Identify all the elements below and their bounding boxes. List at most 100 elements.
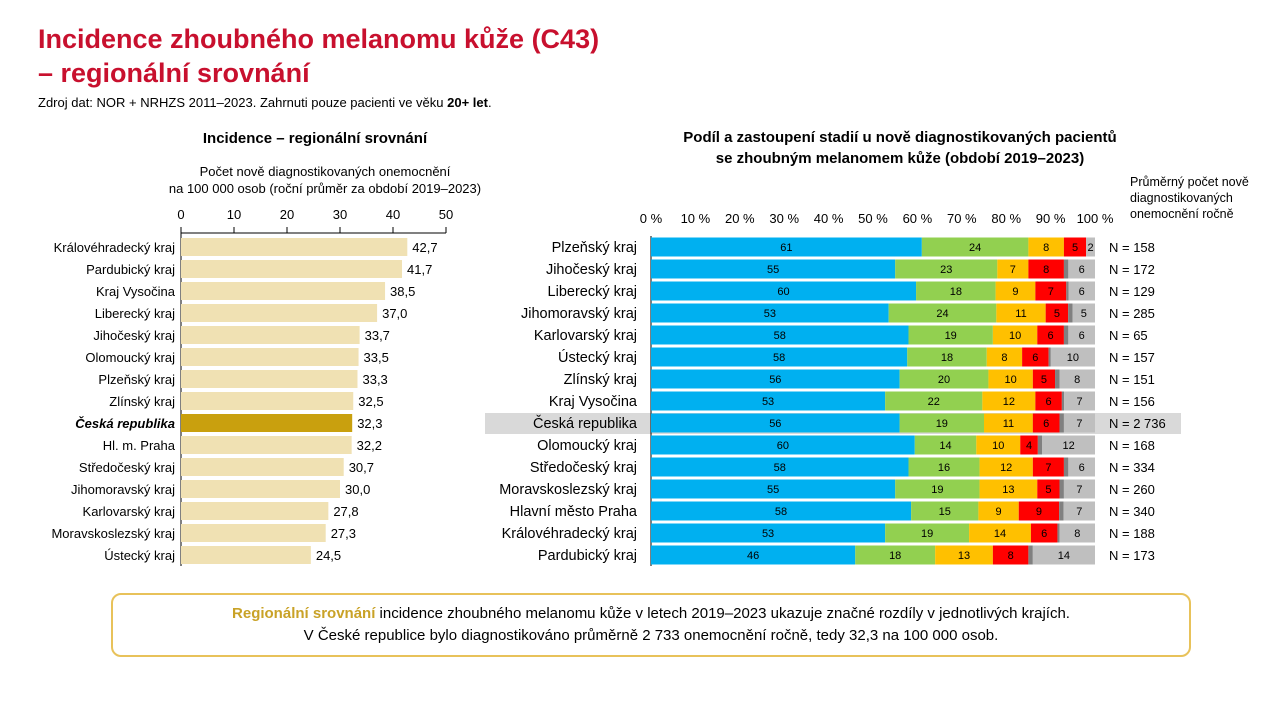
n-label: N = 158 <box>1109 240 1155 255</box>
n-label: N = 168 <box>1109 438 1155 453</box>
segment-label: 7 <box>1076 484 1082 496</box>
incidence-bar <box>181 392 354 410</box>
segment-label: 8 <box>1008 550 1014 562</box>
segment-label: 18 <box>941 352 953 364</box>
x-tick-label: 20 <box>280 207 294 222</box>
category-label: Zlínský kraj <box>564 372 637 388</box>
source-suffix: . <box>487 95 492 110</box>
right-chart-title: Podíl a zastoupení stadií u nově diagnos… <box>560 127 1240 169</box>
stage-segment <box>1063 237 1087 257</box>
stage-segment <box>1059 369 1095 389</box>
segment-label: 58 <box>773 352 785 364</box>
stage-segment <box>992 545 1029 565</box>
stage-segment <box>1035 281 1067 301</box>
stage-segment <box>979 457 1033 477</box>
stage-segment <box>1063 413 1095 433</box>
incidence-bar <box>181 370 358 388</box>
stage-segment <box>1057 523 1060 543</box>
stage-segment <box>651 523 886 543</box>
category-label: Jihomoravský kraj <box>521 306 637 322</box>
x-tick-label: 50 % <box>858 211 888 226</box>
n-column-header: Průměrný počet nově diagnostikovaných on… <box>1130 174 1270 222</box>
segment-label: 55 <box>767 264 779 276</box>
stage-segment <box>651 545 856 565</box>
segment-label: 5 <box>1072 242 1078 254</box>
incidence-bar <box>181 480 340 498</box>
x-tick-label: 80 % <box>991 211 1021 226</box>
value-label: 38,5 <box>390 284 415 299</box>
stage-segment <box>651 479 896 499</box>
stage-segment <box>1048 347 1051 367</box>
category-label: Zlínský kraj <box>109 394 175 409</box>
n-label: N = 65 <box>1109 328 1148 343</box>
stage-segment <box>1020 435 1038 455</box>
stage-segment <box>651 303 889 323</box>
left-chart-subtitle: Počet nově diagnostikovaných onemocnění … <box>120 163 530 197</box>
page-title: Incidence zhoubného melanomu kůže (C43) … <box>38 22 738 90</box>
x-tick-label: 60 % <box>903 211 933 226</box>
segment-label: 6 <box>1032 352 1038 364</box>
stage-segment <box>1055 369 1060 389</box>
stage-segment <box>911 501 979 521</box>
segment-label: 8 <box>1043 242 1049 254</box>
category-label: Karlovarský kraj <box>534 328 637 344</box>
segment-label: 6 <box>1048 330 1054 342</box>
category-label: Kraj Vysočina <box>96 284 176 299</box>
stage-segment <box>978 501 1019 521</box>
incidence-bar <box>181 502 329 520</box>
stage-segment <box>1064 391 1095 411</box>
segment-label: 6 <box>1079 462 1085 474</box>
x-tick-label: 20 % <box>725 211 755 226</box>
segment-label: 10 <box>1009 330 1021 342</box>
segment-label: 5 <box>1045 484 1051 496</box>
category-label: Česká republika <box>75 416 175 431</box>
category-label: Moravskoslezský kraj <box>499 482 637 498</box>
category-label: Plzeňský kraj <box>98 372 175 387</box>
n-label: N = 173 <box>1109 548 1155 563</box>
n-label: N = 157 <box>1109 350 1155 365</box>
summary-note-box: Regionální srovnání incidence zhoubného … <box>111 593 1191 657</box>
x-tick-label: 10 <box>227 207 241 222</box>
n-label: N = 285 <box>1109 306 1155 321</box>
segment-label: 18 <box>950 286 962 298</box>
value-label: 27,8 <box>333 504 358 519</box>
segment-label: 58 <box>774 330 786 342</box>
stage-segment <box>988 369 1033 389</box>
category-label: Hl. m. Praha <box>103 438 176 453</box>
segment-label: 7 <box>1076 396 1082 408</box>
stage-segment <box>1035 391 1062 411</box>
page-title-line1: Incidence zhoubného melanomu kůže (C43) <box>38 24 600 54</box>
n-label: N = 156 <box>1109 394 1155 409</box>
note-text1: incidence zhoubného melanomu kůže v lete… <box>375 605 1070 622</box>
stage-segment <box>888 303 997 323</box>
stage-segment <box>1068 281 1095 301</box>
stage-segment <box>651 325 909 345</box>
category-label: Královéhradecký kraj <box>502 526 637 542</box>
segment-label: 18 <box>889 550 901 562</box>
stage-segment <box>979 479 1038 499</box>
value-label: 33,7 <box>365 328 390 343</box>
segment-label: 15 <box>939 506 951 518</box>
stage-segment <box>908 457 980 477</box>
stage-segment <box>908 325 993 345</box>
segment-label: 53 <box>764 308 776 320</box>
x-tick-label: 0 <box>177 207 184 222</box>
n-label: N = 260 <box>1109 482 1155 497</box>
stage-segment <box>651 435 915 455</box>
stage-segment <box>995 281 1036 301</box>
n-label: N = 151 <box>1109 372 1155 387</box>
n-header-line3: onemocnění ročně <box>1130 207 1234 221</box>
segment-label: 8 <box>1074 374 1080 386</box>
incidence-bar <box>181 326 360 344</box>
stage-segment <box>651 413 900 433</box>
stage-segment <box>1028 259 1064 279</box>
note-line1: Regionální srovnání incidence zhoubného … <box>113 603 1189 625</box>
category-label: Královéhradecký kraj <box>54 240 175 255</box>
value-label: 24,5 <box>316 548 341 563</box>
category-label: Karlovarský kraj <box>83 504 176 519</box>
stage-segment <box>992 325 1038 345</box>
category-label: Pardubický kraj <box>86 262 175 277</box>
x-tick-label: 70 % <box>947 211 977 226</box>
incidence-bar <box>181 414 353 432</box>
stage-segment <box>1068 325 1095 345</box>
